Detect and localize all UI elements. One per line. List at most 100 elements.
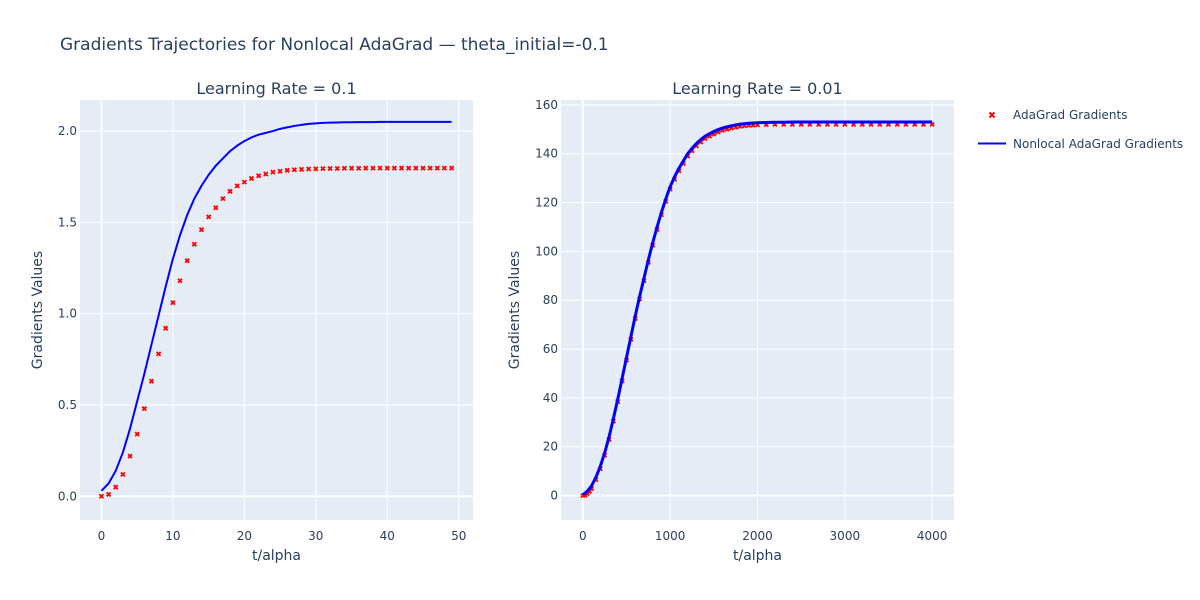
x-marker-icon: [988, 111, 996, 119]
adagrad-marker: [270, 169, 276, 175]
adagrad-marker: [334, 165, 340, 172]
legend-label: AdaGrad Gradients: [1013, 108, 1127, 122]
adagrad-marker: [420, 165, 426, 171]
adagrad-marker: [313, 166, 319, 172]
adagrad-marker: [184, 258, 190, 264]
adagrad-marker: [191, 241, 197, 247]
adagrad-marker: [248, 175, 255, 182]
adagrad-marker: [413, 165, 419, 171]
adagrad-marker: [434, 165, 440, 171]
adagrad-marker: [177, 278, 183, 284]
x-tick-label: 4000: [917, 529, 948, 543]
adagrad-marker: [170, 300, 176, 306]
adagrad-marker: [255, 173, 262, 179]
legend[interactable]: AdaGrad Gradients Nonlocal AdaGrad Gradi…: [978, 108, 1183, 151]
adagrad-marker: [148, 378, 155, 384]
y-tick-label: 120: [535, 196, 558, 210]
adagrad-marker: [384, 165, 390, 171]
adagrad-marker: [227, 188, 233, 194]
x-tick-label: 3000: [830, 529, 861, 543]
y-tick-label: 20: [543, 440, 558, 454]
adagrad-marker: [306, 166, 312, 172]
chart-title: Gradients Trajectories for Nonlocal AdaG…: [60, 35, 609, 55]
grid-lines: [561, 100, 954, 520]
plot-area: [80, 100, 473, 520]
y-axis-title: Gradients Values: [30, 251, 46, 369]
y-tick-label: 2.0: [58, 124, 77, 138]
y-tick-label: 0.5: [58, 398, 77, 412]
adagrad-marker: [155, 351, 162, 357]
adagrad-marker: [198, 227, 205, 233]
series-line-nonlocal: [100, 120, 452, 492]
adagrad-marker: [263, 171, 269, 177]
adagrad-marker: [348, 165, 355, 171]
adagrad-marker: [127, 453, 133, 459]
legend-item-adagrad[interactable]: AdaGrad Gradients: [988, 108, 1128, 122]
series-layer: [580, 120, 935, 499]
y-tick-label: 80: [543, 293, 558, 307]
adagrad-marker: [105, 491, 112, 498]
adagrad-marker: [141, 405, 147, 412]
x-axis-title: t/alpha: [733, 548, 782, 564]
legend-label: Nonlocal AdaGrad Gradients: [1013, 137, 1183, 151]
y-tick-label: 140: [535, 147, 558, 161]
adagrad-marker: [134, 431, 140, 437]
adagrad-marker: [234, 183, 240, 189]
adagrad-marker: [213, 205, 219, 211]
y-tick-label: 100: [535, 244, 558, 258]
adagrad-marker: [98, 493, 105, 499]
adagrad-marker: [427, 165, 433, 171]
adagrad-marker: [113, 484, 119, 490]
subplot-lr-0-01: 0 1000 2000 3000 4000 0 20 40 60 80 100 120 140 160 L…: [507, 79, 954, 564]
adagrad-marker: [356, 165, 362, 171]
adagrad-marker: [298, 166, 305, 173]
x-tick-label: 20: [237, 529, 252, 543]
tick-labels: 0 10 20 30 40 50 0.0 0.5 1.0 1.5 2.0: [58, 124, 466, 543]
subplot-lr-0-1: 0 10 20 30 40 50 0.0 0.5 1.0 1.5 2.0 Learning Rate…: [30, 79, 473, 564]
adagrad-marker: [163, 325, 169, 331]
series-line-nonlocal: [582, 120, 933, 496]
y-tick-label: 160: [535, 98, 558, 112]
x-tick-label: 50: [451, 529, 466, 543]
adagrad-marker: [370, 165, 376, 171]
y-tick-label: 0.0: [58, 489, 77, 503]
adagrad-marker: [205, 214, 212, 220]
y-tick-label: 40: [543, 391, 558, 405]
y-tick-label: 1.5: [58, 215, 77, 229]
legend-item-nonlocal[interactable]: Nonlocal AdaGrad Gradients: [978, 137, 1183, 151]
adagrad-marker: [448, 165, 455, 171]
adagrad-marker: [391, 165, 398, 171]
adagrad-marker: [320, 166, 326, 172]
adagrad-marker: [241, 179, 247, 185]
adagrad-marker: [327, 165, 333, 172]
adagrad-marker: [220, 195, 226, 202]
adagrad-marker: [377, 165, 383, 171]
x-tick-label: 30: [308, 529, 323, 543]
x-tick-label: 1000: [655, 529, 686, 543]
subplot-title: Learning Rate = 0.1: [196, 79, 356, 98]
y-tick-label: 0: [550, 489, 558, 503]
adagrad-marker: [341, 165, 348, 171]
x-tick-label: 0: [579, 529, 587, 543]
x-tick-label: 10: [165, 529, 180, 543]
x-tick-label: 2000: [742, 529, 773, 543]
series-layer: [98, 120, 455, 499]
y-axis-title: Gradients Values: [507, 251, 523, 369]
grid-lines: [80, 100, 473, 520]
x-tick-label: 40: [380, 529, 395, 543]
y-tick-label: 60: [543, 342, 558, 356]
adagrad-marker: [398, 165, 405, 171]
x-axis-title: t/alpha: [252, 548, 301, 564]
adagrad-marker: [406, 165, 412, 171]
adagrad-marker: [277, 168, 283, 174]
adagrad-marker: [363, 165, 369, 171]
adagrad-marker: [120, 471, 126, 477]
y-tick-label: 1.0: [58, 307, 77, 321]
subplot-title: Learning Rate = 0.01: [672, 79, 842, 98]
adagrad-marker: [441, 165, 448, 171]
tick-labels: 0 1000 2000 3000 4000 0 20 40 60 80 100 120 140 160: [535, 98, 947, 543]
x-tick-label: 0: [98, 529, 106, 543]
adagrad-marker: [284, 167, 290, 173]
adagrad-marker: [291, 167, 298, 173]
